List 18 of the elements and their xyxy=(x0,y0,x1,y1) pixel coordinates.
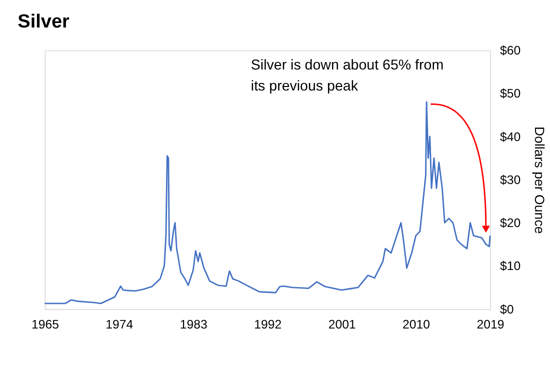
x-tick-label: 1965 xyxy=(31,318,60,332)
x-tick-label: 1992 xyxy=(254,318,282,332)
y-tick-label: $10 xyxy=(500,259,521,274)
y-tick-label: $40 xyxy=(500,130,521,144)
y-tick-label: $0 xyxy=(500,302,514,316)
x-tick-label: 2001 xyxy=(328,318,356,332)
y-tick-label: $60 xyxy=(500,43,521,58)
x-tick-label: 2019 xyxy=(476,318,504,332)
annotation: Silver is down about 65% from its previous peak xyxy=(250,57,444,94)
y-tick-label: $50 xyxy=(500,86,521,101)
y-tick-label: $30 xyxy=(500,172,521,187)
chart-title: Silver xyxy=(18,11,70,32)
y-axis-title: Dollars per Ounce xyxy=(532,126,547,234)
x-tick-label: 2010 xyxy=(402,318,430,332)
x-tick-label: 1983 xyxy=(180,318,208,332)
x-tick-label: 1974 xyxy=(106,318,134,332)
y-tick-label: $20 xyxy=(500,216,521,230)
line-series xyxy=(44,101,491,304)
